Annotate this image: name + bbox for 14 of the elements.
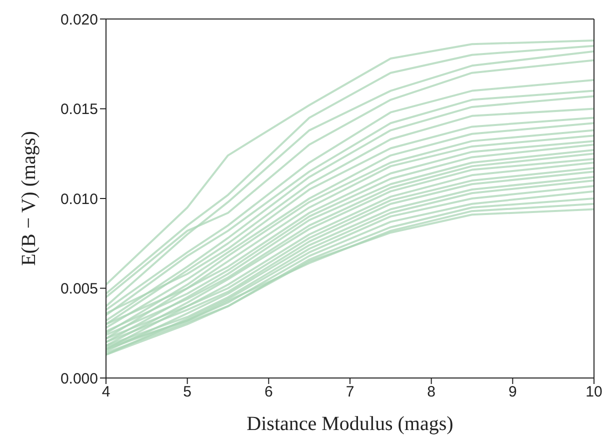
y-tick-label: 0.005	[60, 280, 98, 298]
x-tick-label: 7	[346, 384, 354, 401]
x-tick-label: 4	[102, 384, 110, 401]
x-tick-label: 8	[427, 384, 436, 401]
y-tick-label: 0.020	[60, 11, 98, 28]
y-tick-label: 0.000	[60, 370, 98, 388]
x-tick-label: 10	[586, 384, 602, 401]
x-tick-label: 6	[264, 384, 273, 401]
x-tick-label: 9	[508, 384, 517, 401]
y-tick-label: 0.010	[60, 190, 98, 208]
x-axis-title: Distance Modulus (mags)	[246, 413, 454, 435]
y-tick-label: 0.015	[60, 101, 98, 118]
x-tick-label: 5	[183, 384, 192, 401]
y-axis-title: E(B − V) (mags)	[18, 131, 40, 266]
